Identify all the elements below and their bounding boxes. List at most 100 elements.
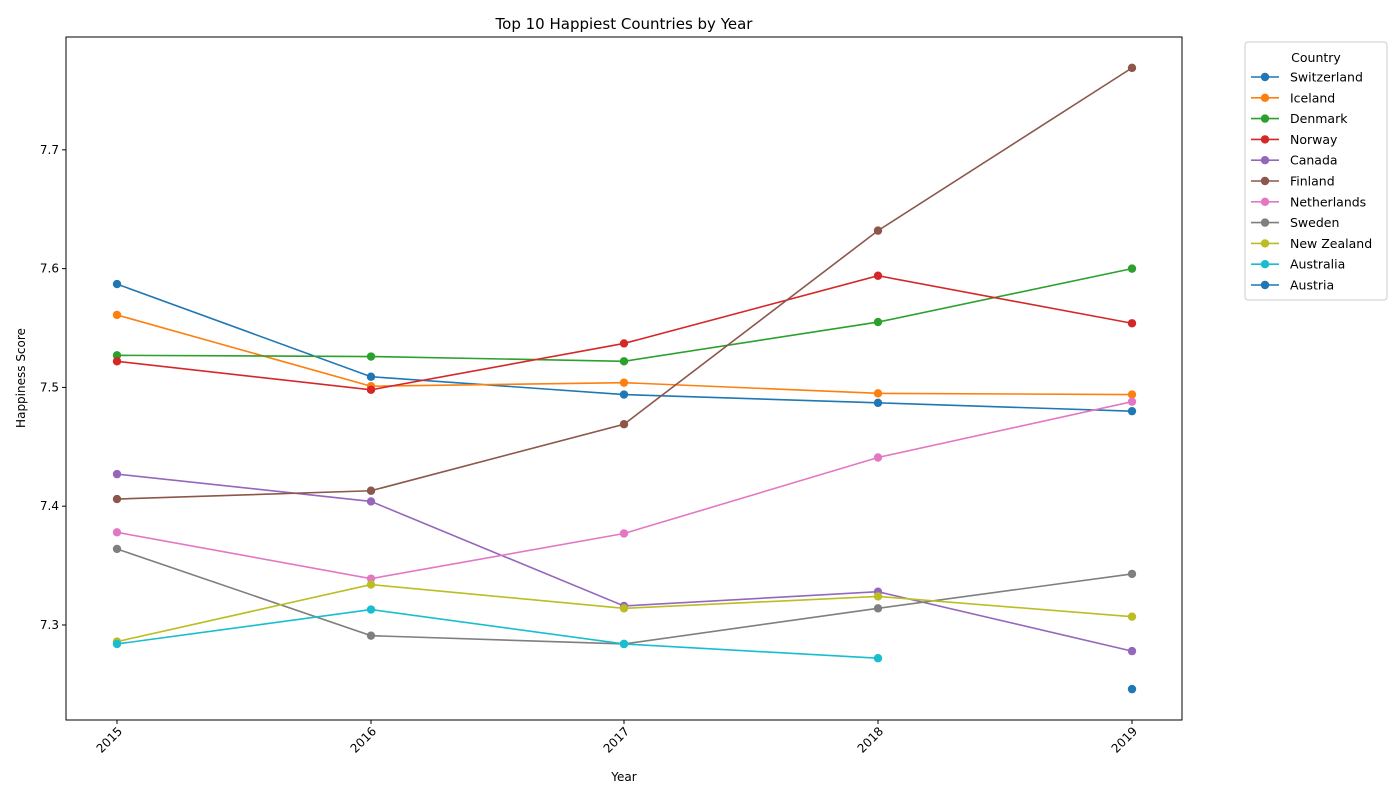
legend-label: New Zealand — [1290, 236, 1372, 251]
data-point — [112, 351, 122, 360]
x-axis-label: Year — [610, 770, 636, 784]
data-point — [619, 529, 629, 538]
data-point — [1127, 390, 1137, 399]
legend-item: Switzerland — [1251, 70, 1363, 85]
x-axis: 2015 2016 2017 2018 2019 — [94, 720, 1140, 756]
legend-marker — [1260, 156, 1270, 165]
legend-marker — [1260, 260, 1270, 269]
legend-marker — [1260, 176, 1270, 186]
legend-item: New Zealand — [1251, 236, 1372, 251]
legend-marker — [1260, 72, 1270, 82]
chart-title: Top 10 Happiest Countries by Year — [495, 15, 754, 33]
data-point — [112, 639, 122, 649]
data-point — [873, 271, 883, 280]
legend-marker — [1260, 218, 1270, 227]
data-point — [619, 357, 629, 366]
data-point — [873, 604, 883, 613]
legend-label: Finland — [1290, 174, 1335, 189]
data-point — [1127, 63, 1137, 73]
legend-marker — [1260, 239, 1270, 248]
data-point — [1127, 684, 1137, 694]
data-point — [366, 574, 376, 583]
plot-area — [112, 63, 1137, 694]
x-tick-label: 2018 — [855, 724, 886, 755]
legend-label: Sweden — [1290, 215, 1339, 230]
series-australia — [112, 605, 883, 663]
series-norway — [112, 271, 1137, 394]
series-finland — [112, 63, 1137, 504]
legend-label: Norway — [1290, 132, 1338, 147]
y-axis: 7.3 7.4 7.5 7.6 7.7 — [40, 143, 66, 632]
data-point — [619, 420, 629, 429]
data-point — [366, 486, 376, 495]
data-point — [873, 317, 883, 327]
series-line — [116, 608, 879, 660]
series-austria — [1127, 684, 1137, 694]
legend-marker — [1260, 93, 1270, 103]
x-tick-label: 2019 — [1109, 724, 1140, 755]
data-point — [112, 310, 122, 320]
data-point — [619, 639, 629, 649]
data-point — [619, 604, 629, 613]
data-point — [873, 453, 883, 462]
legend-label: Canada — [1290, 153, 1338, 168]
series-denmark — [112, 264, 1137, 366]
y-tick-label: 7.6 — [40, 262, 59, 276]
legend-marker — [1260, 280, 1270, 290]
legend-label: Denmark — [1290, 111, 1348, 126]
legend-item: Denmark — [1251, 111, 1348, 126]
data-point — [112, 528, 122, 537]
data-point — [366, 580, 376, 589]
data-point — [1127, 319, 1137, 328]
legend: Country Switzerland Iceland Denmark Norway C… — [1244, 41, 1388, 301]
series-line — [116, 274, 1133, 391]
x-tick-label: 2017 — [601, 724, 632, 755]
series-switzerland — [112, 279, 1137, 416]
legend-item: Sweden — [1251, 215, 1339, 230]
legend-label: Switzerland — [1290, 70, 1363, 85]
legend-item: Iceland — [1251, 90, 1335, 105]
data-point — [366, 631, 376, 640]
x-tick-label: 2015 — [94, 724, 125, 755]
legend-item: Canada — [1251, 153, 1338, 168]
series-line — [116, 583, 1133, 643]
y-tick-label: 7.4 — [40, 499, 59, 513]
data-point — [366, 497, 376, 506]
data-point — [619, 390, 629, 399]
data-point — [112, 544, 122, 554]
data-point — [873, 226, 883, 235]
legend-label: Netherlands — [1290, 194, 1366, 209]
y-tick-label: 7.3 — [40, 618, 59, 632]
data-point — [112, 279, 122, 289]
y-tick-label: 7.5 — [40, 380, 59, 394]
data-point — [1127, 264, 1137, 273]
data-point — [619, 378, 629, 387]
series-line — [116, 548, 1133, 645]
x-tick-label: 2016 — [348, 724, 379, 755]
data-point — [873, 654, 883, 663]
data-point — [873, 592, 883, 601]
series-line — [116, 473, 1133, 652]
legend-item: Austria — [1251, 278, 1334, 293]
data-point — [619, 339, 629, 348]
legend-label: Iceland — [1290, 90, 1335, 105]
data-point — [366, 352, 376, 361]
legend-marker — [1260, 114, 1270, 123]
legend-title: Country — [1291, 50, 1341, 65]
series-canada — [112, 469, 1137, 656]
series-netherlands — [112, 397, 1137, 583]
data-point — [1127, 406, 1137, 416]
data-point — [112, 494, 122, 504]
data-point — [366, 605, 376, 614]
legend-item: Finland — [1251, 174, 1335, 189]
data-point — [112, 357, 122, 366]
data-point — [1127, 646, 1137, 656]
data-point — [1127, 569, 1137, 579]
data-point — [1127, 612, 1137, 621]
legend-marker — [1260, 135, 1270, 144]
data-point — [873, 389, 883, 398]
legend-item: Norway — [1251, 132, 1338, 147]
legend-item: Netherlands — [1251, 194, 1366, 209]
y-tick-label: 7.7 — [40, 143, 59, 157]
